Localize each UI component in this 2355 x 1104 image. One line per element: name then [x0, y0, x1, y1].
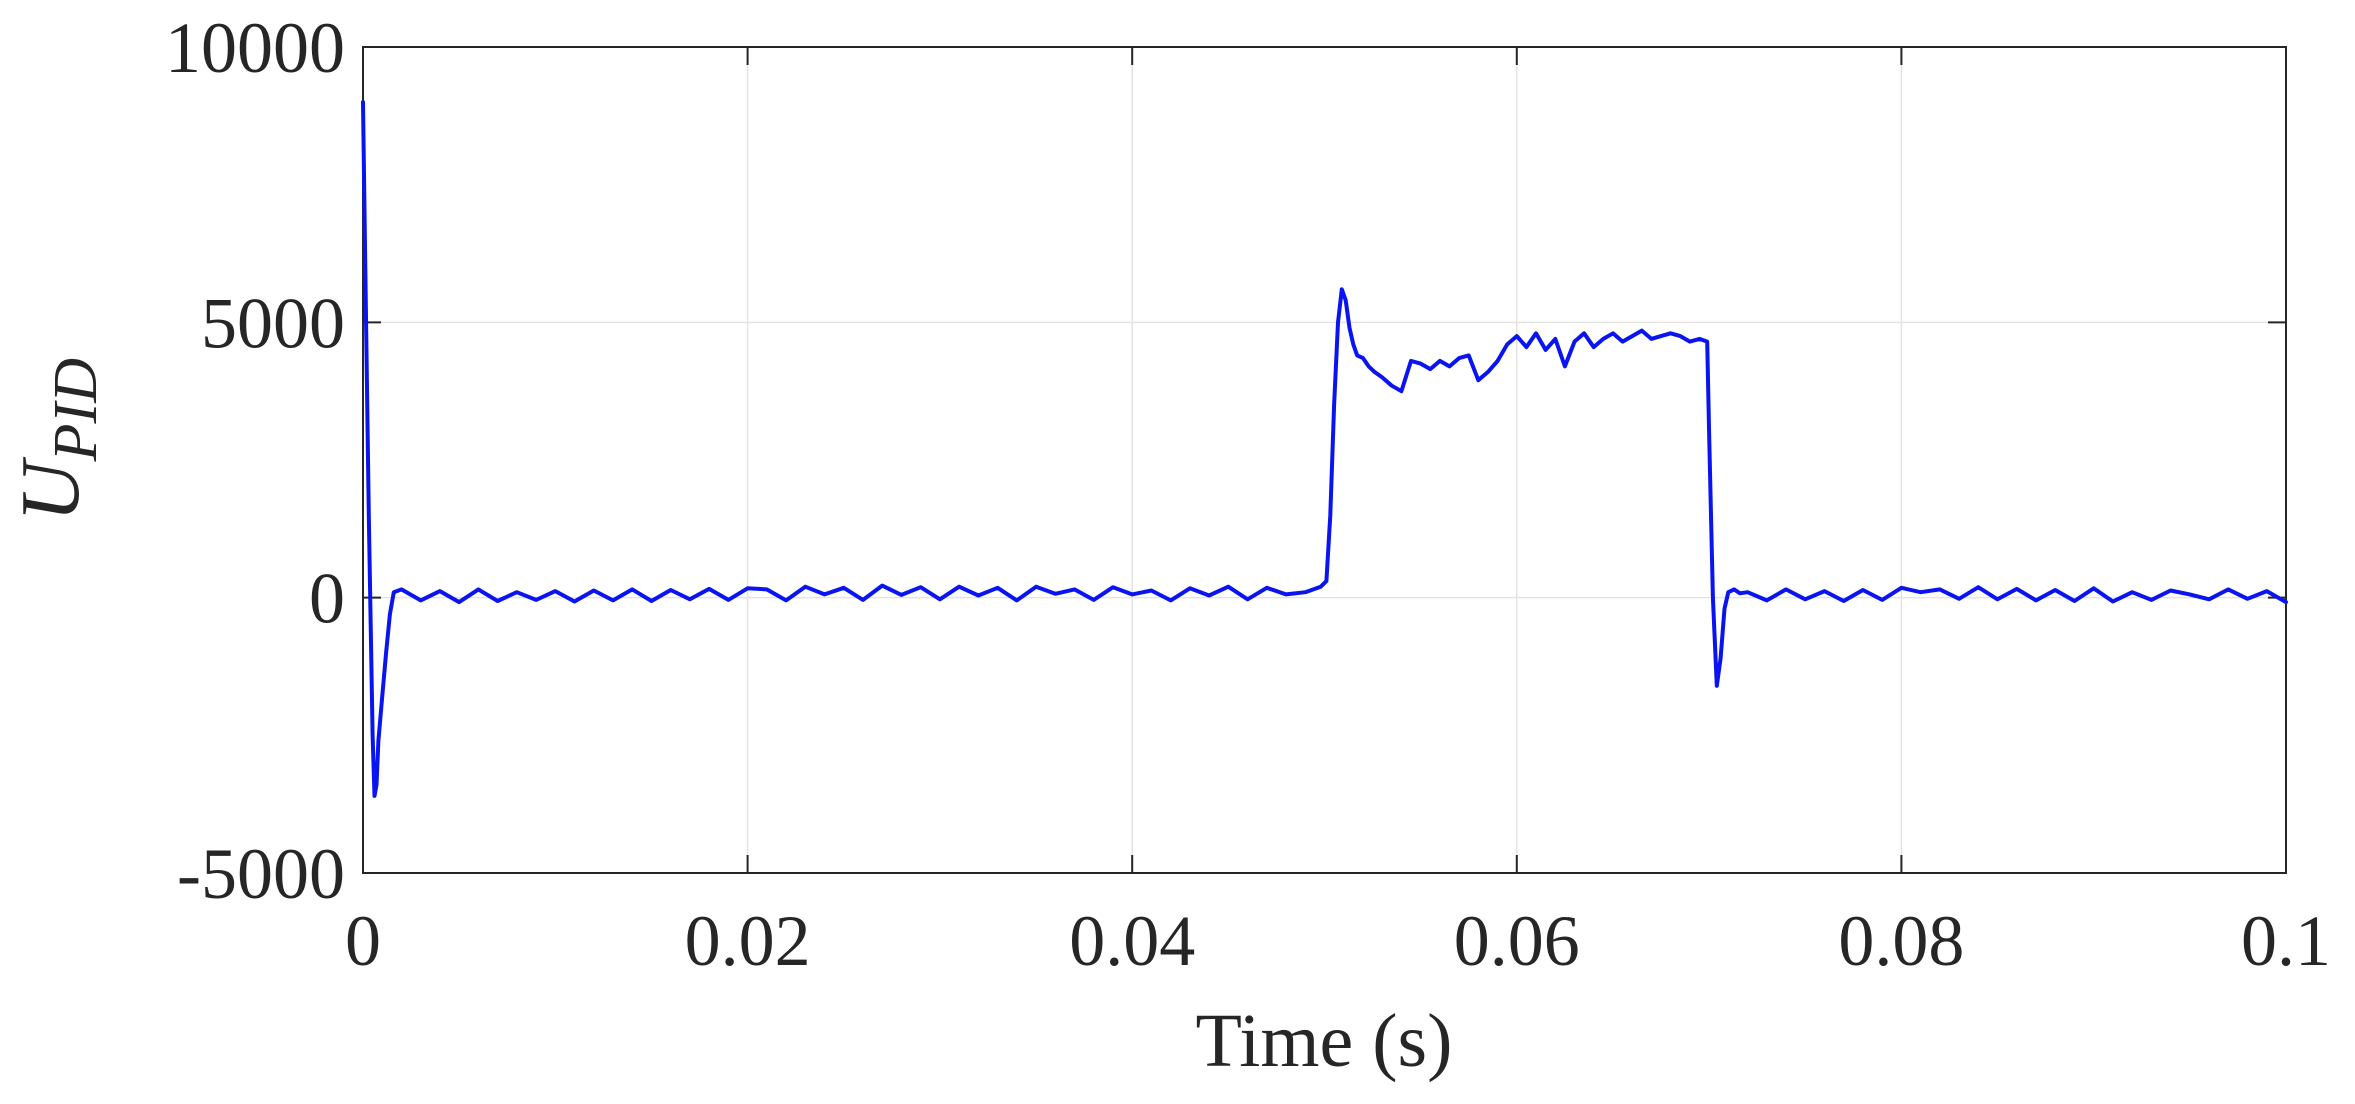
x-tick-label: 0.04: [1069, 901, 1195, 981]
plot-area-frame: [362, 46, 2287, 874]
x-axis-title: Time (s): [1196, 999, 1453, 1083]
x-tick-label: 0.1: [2241, 901, 2331, 981]
y-axis-title-main: U: [4, 456, 97, 522]
y-axis-title-subscript: PID: [42, 358, 110, 462]
series-layer: [361, 100, 2288, 798]
y-tick-label: 5000: [201, 283, 345, 363]
y-tick-label: 0: [309, 559, 345, 639]
x-tick-label: 0.02: [685, 901, 811, 981]
y-axis-title: UPID: [4, 358, 110, 522]
x-tick-label: 0.08: [1838, 901, 1964, 981]
tick-marks: [362, 46, 2287, 874]
grid-lines: [362, 46, 2287, 874]
y-tick-labels: -5000 0 5000 10000: [165, 8, 345, 914]
y-tick-label: -5000: [177, 834, 345, 914]
x-tick-label: 0.06: [1454, 901, 1580, 981]
series-line: [361, 100, 2288, 798]
y-tick-label: 10000: [165, 8, 345, 88]
x-tick-labels: 0 0.02 0.04 0.06 0.08 0.1: [345, 901, 2331, 981]
x-tick-label: 0: [345, 901, 381, 981]
